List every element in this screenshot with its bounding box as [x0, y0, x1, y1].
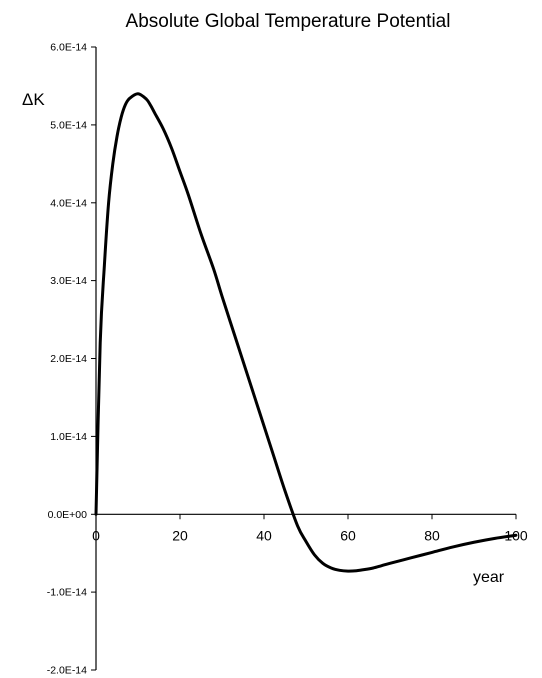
y-tick-label: 3.0E-14	[50, 275, 87, 287]
y-tick-label: 2.0E-14	[50, 353, 87, 365]
x-axis-ticks: 0 20 40 60 80 100	[92, 514, 528, 543]
y-tick-label: -2.0E-14	[47, 665, 87, 677]
y-tick-label: -1.0E-14	[47, 587, 87, 599]
agtp-series-line	[94, 92, 518, 573]
x-tick-label: 20	[172, 527, 188, 543]
y-tick-label: 6.0E-14	[50, 42, 87, 54]
x-tick-label: 0	[92, 527, 100, 543]
y-tick-label: 1.0E-14	[50, 431, 87, 443]
x-tick-label: 40	[256, 527, 272, 543]
chart-axes	[95, 47, 516, 670]
y-axis-ticks: 6.0E-14 5.0E-14 4.0E-14 3.0E-14 2.0E-14 1.0E-…	[47, 42, 96, 677]
x-axis-label: year	[473, 569, 505, 586]
series-layer	[94, 92, 518, 573]
x-tick-label: 60	[340, 527, 356, 543]
x-tick-label: 80	[424, 527, 440, 543]
y-axis-label: ΔK	[22, 90, 45, 109]
chart-title: Absolute Global Temperature Potential	[126, 11, 451, 32]
y-tick-label: 0.0E+00	[48, 509, 88, 521]
y-tick-label: 4.0E-14	[50, 197, 87, 209]
y-tick-label: 5.0E-14	[50, 119, 87, 131]
